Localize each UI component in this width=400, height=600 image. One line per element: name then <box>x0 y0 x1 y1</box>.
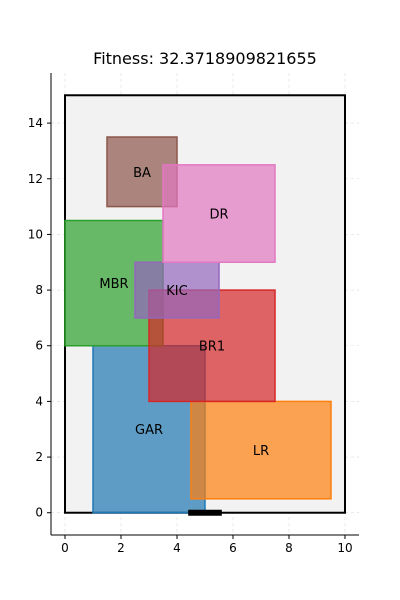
x-tick-label: 4 <box>173 541 181 555</box>
y-tick-label: 8 <box>35 283 43 297</box>
room-label: BR1 <box>199 340 225 355</box>
y-tick-label: 10 <box>28 227 43 241</box>
room-rect <box>134 261 220 319</box>
x-tick-label: 0 <box>61 541 69 555</box>
y-tick-label: 14 <box>28 116 43 130</box>
room-lr: LR <box>190 400 332 500</box>
x-tick-label: 10 <box>337 541 352 555</box>
room-label: GAR <box>135 423 163 438</box>
y-tick-label: 0 <box>35 506 43 520</box>
x-tick-label: 8 <box>285 541 293 555</box>
room-dr: DR <box>162 164 276 264</box>
room-rect <box>162 164 276 264</box>
room-label: MBR <box>99 277 128 292</box>
room-label: LR <box>253 444 269 459</box>
room-gar: GAR <box>92 344 206 514</box>
room-label: BA <box>133 166 151 181</box>
axes: 0 2 4 6 8 10 0 2 4 6 8 10 12 14 <box>28 73 359 555</box>
room-label: DR <box>209 208 228 223</box>
y-tick-label: 6 <box>35 339 43 353</box>
room-label: KIC <box>166 284 187 299</box>
x-tick-label: 2 <box>117 541 125 555</box>
y-tick-label: 2 <box>35 450 43 464</box>
y-tick-label: 4 <box>35 394 43 408</box>
y-tick-label: 12 <box>28 172 43 186</box>
room-rect <box>190 400 332 500</box>
room-kic: KIC <box>134 261 220 319</box>
plot-area: GAR LR MBR BR1 KIC BA DR <box>64 94 346 516</box>
chart-title: Fitness: 32.3718909821655 <box>93 49 317 68</box>
x-tick-label: 6 <box>229 541 237 555</box>
